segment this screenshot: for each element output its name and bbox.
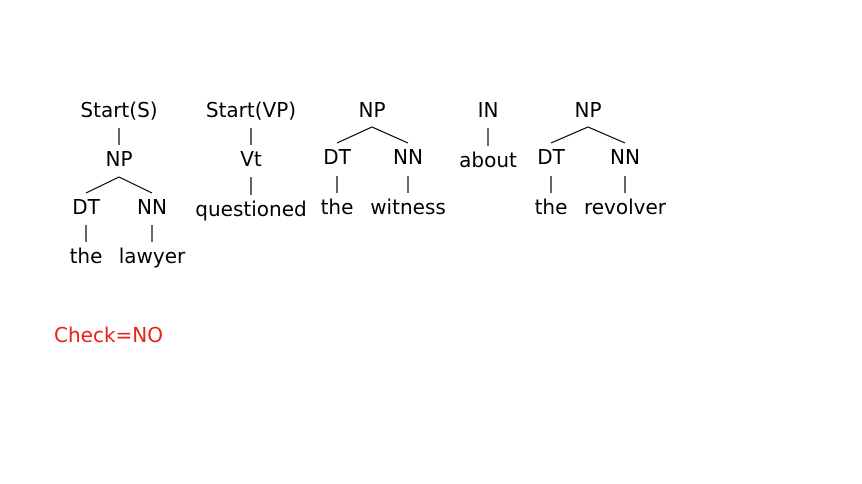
edge-np-dt [85,176,120,194]
node-dt: DT [323,145,351,169]
word-the: the [535,195,568,219]
word-revolver: revolver [584,195,667,219]
edge-np-dt [550,126,589,144]
node-vt: Vt [240,147,262,171]
edge-np-nn [118,176,153,194]
word-about: about [459,148,517,172]
tree-start-s: Start(S) NP DT NN the lawyer [70,98,186,268]
edge-np-nn [371,126,409,144]
check-status: Check=NO [54,323,163,347]
node-nn: NN [393,145,423,169]
node-dt: DT [72,195,100,219]
tree-np-witness: NP DT NN the witness [321,98,446,219]
node-dt: DT [537,145,565,169]
node-np: NP [105,147,132,171]
node-nn: NN [137,195,167,219]
word-witness: witness [370,195,446,219]
node-in: IN [478,98,499,122]
word-questioned: questioned [195,197,306,221]
edge-np-dt [336,126,373,144]
word-lawyer: lawyer [119,244,186,268]
node-start-vp: Start(VP) [206,98,296,122]
node-np: NP [574,98,601,122]
tree-in-about: IN about [459,98,517,172]
node-nn: NN [610,145,640,169]
edge-np-nn [587,126,626,144]
node-start-s: Start(S) [80,98,157,122]
word-the: the [321,195,354,219]
tree-np-revolver: NP DT NN the revolver [535,98,667,219]
word-the: the [70,244,103,268]
tree-start-vp: Start(VP) Vt questioned [195,98,306,221]
node-np: NP [358,98,385,122]
